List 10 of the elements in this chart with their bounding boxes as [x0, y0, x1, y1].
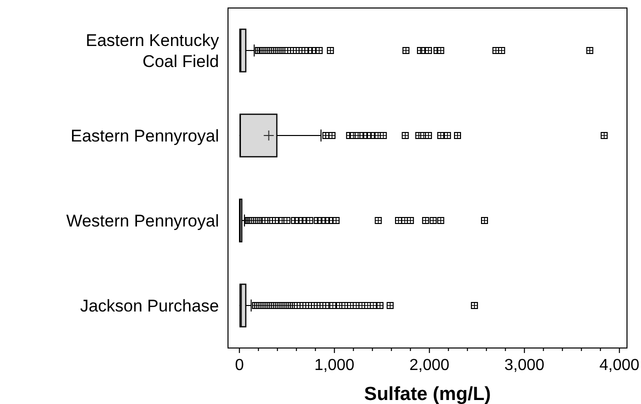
x-tick-label: 4,000	[599, 357, 640, 374]
x-tick-label: 0	[234, 357, 244, 374]
x-tick-label: 2,000	[409, 357, 450, 374]
x-axis-title: Sulfate (mg/L)	[364, 384, 491, 404]
y-tick-label: Jackson Purchase	[80, 296, 219, 316]
y-tick-label: Eastern Pennyroyal	[70, 126, 219, 146]
y-tick-label: Western Pennyroyal	[66, 212, 219, 230]
x-tick-label: 1,000	[314, 357, 355, 374]
y-tick-label: Eastern Kentucky Coal Field	[86, 31, 220, 71]
x-tick-label: 3,000	[504, 357, 545, 374]
